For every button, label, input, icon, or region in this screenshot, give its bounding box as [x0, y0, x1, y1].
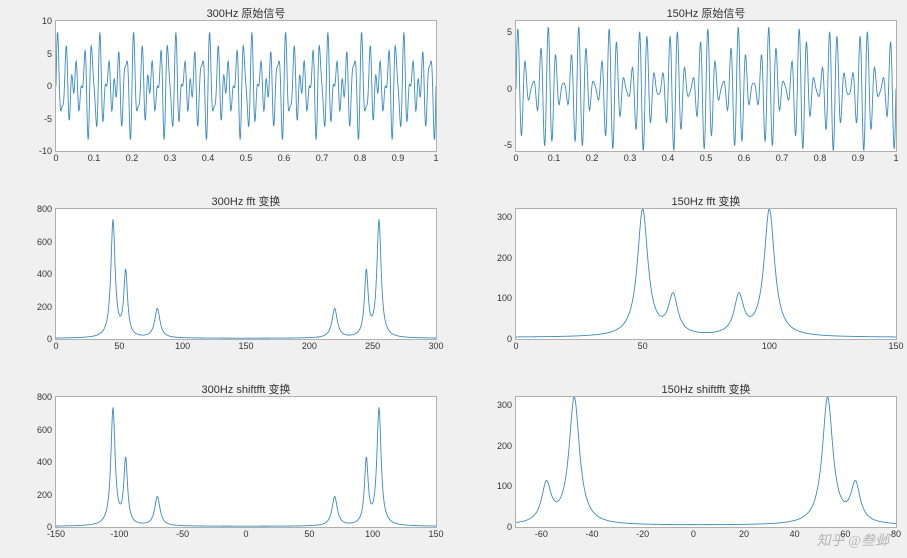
xtick-label: 80 — [891, 527, 901, 539]
ytick-label: 10 — [42, 16, 56, 26]
plot-line — [516, 21, 896, 151]
xtick-label: 1 — [893, 151, 898, 163]
xtick-label: 0.8 — [814, 151, 827, 163]
xtick-label: 0.6 — [738, 151, 751, 163]
ytick-label: 0 — [507, 84, 516, 94]
xtick-label: 300 — [428, 339, 443, 351]
xtick-label: 0.4 — [662, 151, 675, 163]
xtick-label: 150 — [428, 527, 443, 539]
xtick-label: 0.2 — [126, 151, 139, 163]
ytick-label: 600 — [37, 425, 56, 435]
plot-line — [56, 397, 436, 527]
ytick-label: 300 — [497, 400, 516, 410]
xtick-label: 0 — [691, 527, 696, 539]
ytick-label: 100 — [497, 481, 516, 491]
xtick-label: 60 — [840, 527, 850, 539]
xtick-label: 200 — [302, 339, 317, 351]
subplot-p22: 150Hz fft 变换0100200300050100150 — [515, 208, 897, 340]
xtick-label: 0.5 — [240, 151, 253, 163]
xtick-label: 0.5 — [700, 151, 713, 163]
ytick-label: 100 — [497, 293, 516, 303]
ytick-label: 200 — [497, 441, 516, 451]
ytick-label: 300 — [497, 212, 516, 222]
xtick-label: 100 — [762, 339, 777, 351]
xtick-label: 0.8 — [354, 151, 367, 163]
xtick-label: 20 — [739, 527, 749, 539]
xtick-label: 0 — [53, 151, 58, 163]
xtick-label: 0.4 — [202, 151, 215, 163]
subplot-p12: 150Hz 原始信号-50500.10.20.30.40.50.60.70.80… — [515, 20, 897, 152]
ytick-label: -5 — [504, 140, 516, 150]
subplot-title: 300Hz fft 变换 — [56, 193, 436, 209]
xtick-label: 0 — [513, 151, 518, 163]
xtick-label: 0 — [243, 527, 248, 539]
xtick-label: -150 — [47, 527, 65, 539]
xtick-label: -20 — [636, 527, 649, 539]
ytick-label: 800 — [37, 392, 56, 402]
xtick-label: 250 — [365, 339, 380, 351]
xtick-label: 40 — [790, 527, 800, 539]
ytick-label: 0 — [507, 522, 516, 532]
ytick-label: 5 — [47, 49, 56, 59]
subplot-title: 300Hz 原始信号 — [56, 5, 436, 21]
xtick-label: 0.6 — [278, 151, 291, 163]
xtick-label: -60 — [535, 527, 548, 539]
xtick-label: 150 — [888, 339, 903, 351]
subplot-title: 300Hz shiftfft 变换 — [56, 381, 436, 397]
ytick-label: 800 — [37, 204, 56, 214]
xtick-label: 150 — [238, 339, 253, 351]
xtick-label: -40 — [585, 527, 598, 539]
subplot-p31: 300Hz shiftfft 变换0200400600800-150-100-5… — [55, 396, 437, 528]
subplot-title: 150Hz fft 变换 — [516, 193, 896, 209]
xtick-label: 100 — [175, 339, 190, 351]
xtick-label: 0.9 — [852, 151, 865, 163]
ytick-label: 600 — [37, 237, 56, 247]
ytick-label: 200 — [37, 302, 56, 312]
xtick-label: 0.9 — [392, 151, 405, 163]
xtick-label: 0.7 — [776, 151, 789, 163]
xtick-label: 0.3 — [624, 151, 637, 163]
subplot-title: 150Hz shiftfft 变换 — [516, 381, 896, 397]
xtick-label: 0 — [513, 339, 518, 351]
watermark: 知乎 @叁邺 — [817, 530, 889, 550]
plot-line — [516, 397, 896, 527]
xtick-label: 50 — [304, 527, 314, 539]
xtick-label: 0.3 — [164, 151, 177, 163]
ytick-label: -5 — [44, 114, 56, 124]
xtick-label: 0.2 — [586, 151, 599, 163]
xtick-label: 0 — [53, 339, 58, 351]
ytick-label: 200 — [37, 490, 56, 500]
xtick-label: 50 — [114, 339, 124, 351]
xtick-label: 50 — [638, 339, 648, 351]
ytick-label: 5 — [507, 27, 516, 37]
xtick-label: 0.1 — [88, 151, 101, 163]
subplot-title: 150Hz 原始信号 — [516, 5, 896, 21]
plot-line — [56, 21, 436, 151]
ytick-label: 400 — [37, 269, 56, 279]
subplot-p32: 150Hz shiftfft 变换0100200300-60-40-200204… — [515, 396, 897, 528]
ytick-label: 400 — [37, 457, 56, 467]
ytick-label: 0 — [47, 81, 56, 91]
xtick-label: 0.7 — [316, 151, 329, 163]
xtick-label: 0.1 — [548, 151, 561, 163]
plot-line — [516, 209, 896, 339]
xtick-label: -100 — [110, 527, 128, 539]
figure-container: 300Hz 原始信号-10-5051000.10.20.30.40.50.60.… — [0, 0, 907, 558]
xtick-label: -50 — [176, 527, 189, 539]
xtick-label: 100 — [365, 527, 380, 539]
xtick-label: 1 — [433, 151, 438, 163]
subplot-p21: 300Hz fft 变换0200400600800050100150200250… — [55, 208, 437, 340]
ytick-label: 200 — [497, 253, 516, 263]
subplot-p11: 300Hz 原始信号-10-5051000.10.20.30.40.50.60.… — [55, 20, 437, 152]
plot-line — [56, 209, 436, 339]
